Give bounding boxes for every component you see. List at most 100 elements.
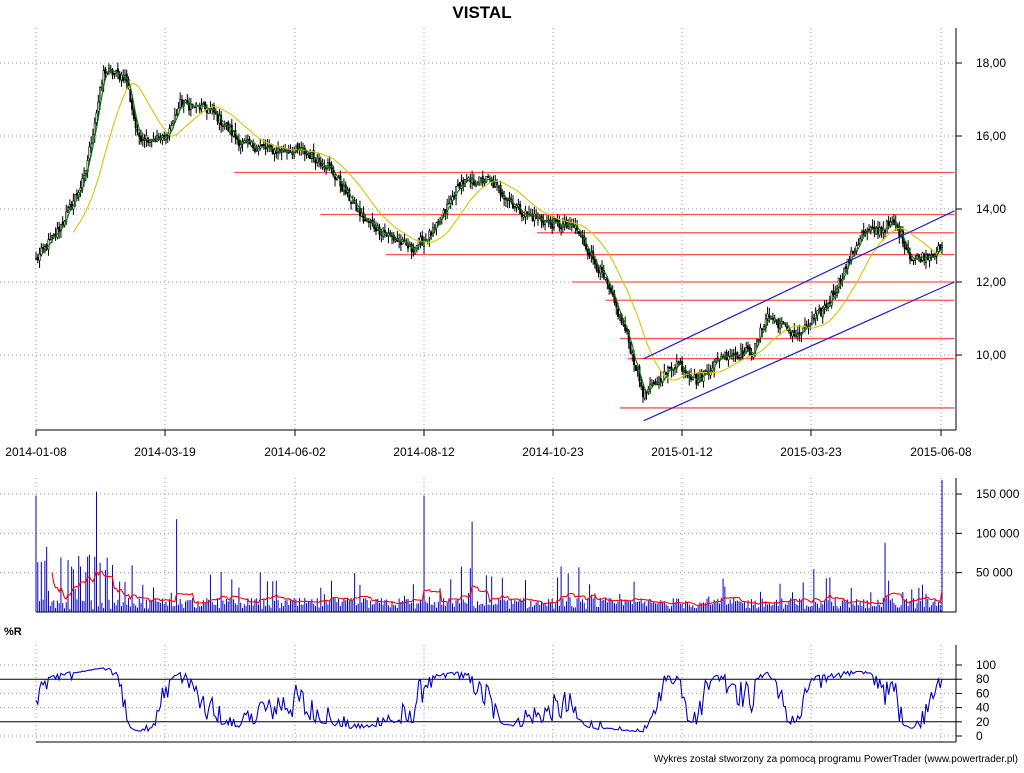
trend-channel-line [643, 281, 955, 422]
candle-body [481, 175, 484, 184]
candle-body [611, 292, 614, 296]
candle-body [136, 128, 139, 132]
candle-body [529, 214, 532, 217]
candle-body [417, 238, 420, 245]
candle-body [682, 370, 685, 373]
tick-labels: 2014-01-08 2014-03-19 2014-06-02 2014-08-12… [5, 56, 1019, 743]
candle-body [602, 270, 605, 278]
candle-body [900, 231, 903, 236]
candle-body [542, 220, 545, 225]
candle-body [492, 182, 495, 188]
candle-body [38, 253, 41, 261]
candle-body [837, 277, 840, 288]
candle-body [544, 220, 547, 225]
candle-body [341, 184, 344, 192]
candle-body [134, 117, 137, 129]
candle-body [478, 176, 481, 183]
candle-body [394, 239, 397, 242]
candle-body [843, 267, 846, 280]
candle-body [437, 220, 440, 223]
candle-body [179, 99, 182, 108]
candle-body [560, 227, 563, 230]
candle-body [779, 323, 782, 329]
candle-body [61, 222, 64, 225]
candle-body [941, 245, 944, 248]
candle-body [392, 234, 395, 241]
price-x-tick-label: 2015-03-23 [780, 445, 842, 459]
candle-body [693, 374, 696, 378]
candle-body [412, 248, 415, 253]
price-x-tick-label: 2015-01-12 [651, 445, 713, 459]
candle-body [428, 230, 431, 240]
candle-body [111, 69, 114, 76]
candle-body [131, 99, 134, 110]
candle-body [207, 108, 210, 114]
candle-body [268, 144, 271, 147]
candle-body [577, 230, 580, 234]
candle-body [479, 177, 482, 180]
candle-body [868, 229, 871, 231]
candle-body [350, 202, 353, 204]
candle-body [323, 166, 326, 169]
candle-body [832, 290, 835, 296]
candle-body [296, 143, 299, 149]
price-y-tick-label: 14,00 [976, 202, 1006, 216]
candle-body [795, 335, 798, 338]
candle-body [150, 139, 153, 142]
candle-body [746, 345, 749, 350]
candle-body [583, 236, 586, 246]
chart-title: VISTAL [452, 3, 511, 22]
candle-body [741, 350, 744, 358]
candle-body [214, 112, 217, 114]
williams-r-y-tick-label: 60 [976, 686, 990, 700]
candle-body [919, 258, 922, 263]
candle-body [713, 360, 716, 371]
candle-body [277, 148, 280, 153]
williams-r-line [35, 667, 943, 733]
candle-body [608, 284, 611, 290]
candle-body [364, 219, 367, 222]
candle-body [216, 114, 219, 122]
candle-body [303, 147, 306, 155]
candle-body [471, 177, 474, 184]
trend-channel [643, 210, 955, 422]
candle-body [51, 235, 54, 239]
candle-body [90, 143, 93, 149]
candle-body [939, 244, 942, 250]
candle-body [563, 220, 566, 225]
candle-body [912, 259, 915, 262]
candle-body [198, 106, 201, 111]
candle-body [487, 176, 490, 178]
williams-r-series [35, 667, 943, 733]
candle-body [321, 165, 324, 168]
candle-body [351, 201, 354, 204]
candle-body [294, 145, 297, 153]
candle-body [451, 196, 454, 201]
candle-body [335, 178, 338, 181]
volume-moving-average [51, 569, 943, 606]
candle-body [766, 313, 769, 320]
volume-bars [35, 479, 943, 612]
candle-body [141, 138, 144, 141]
candle-body [444, 209, 447, 214]
axes [35, 28, 962, 743]
candle-body [595, 263, 598, 271]
candle-body [823, 305, 826, 308]
candle-body [357, 208, 360, 212]
williams-r-grid [0, 645, 956, 742]
candle-body [449, 199, 452, 204]
candle-body [501, 192, 504, 198]
price-x-tick-label: 2015-06-08 [910, 445, 972, 459]
candle-body [172, 120, 175, 124]
williams-r-y-tick-label: 80 [976, 672, 990, 686]
volume-y-tick-label: 50 000 [976, 566, 1013, 580]
candle-body [84, 169, 87, 174]
candle-body [875, 227, 878, 235]
candle-body [504, 197, 507, 200]
candle-body [148, 139, 151, 143]
candle-body [597, 269, 600, 273]
candle-body [261, 144, 264, 147]
candle-body [490, 180, 493, 182]
candle-body [132, 109, 135, 120]
price-x-tick-label: 2014-08-12 [393, 445, 455, 459]
